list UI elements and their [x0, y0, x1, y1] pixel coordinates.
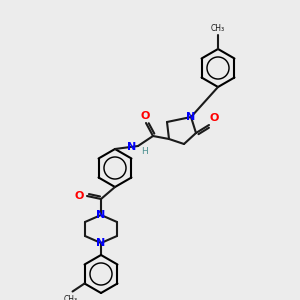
Text: N: N: [186, 112, 196, 122]
Text: N: N: [96, 210, 106, 220]
Text: CH₃: CH₃: [64, 295, 78, 300]
Text: N: N: [96, 238, 106, 248]
Text: CH₃: CH₃: [211, 24, 225, 33]
Text: O: O: [210, 113, 219, 123]
Text: O: O: [140, 111, 150, 121]
Text: H: H: [141, 146, 148, 155]
Text: N: N: [127, 142, 136, 152]
Text: O: O: [75, 191, 84, 201]
